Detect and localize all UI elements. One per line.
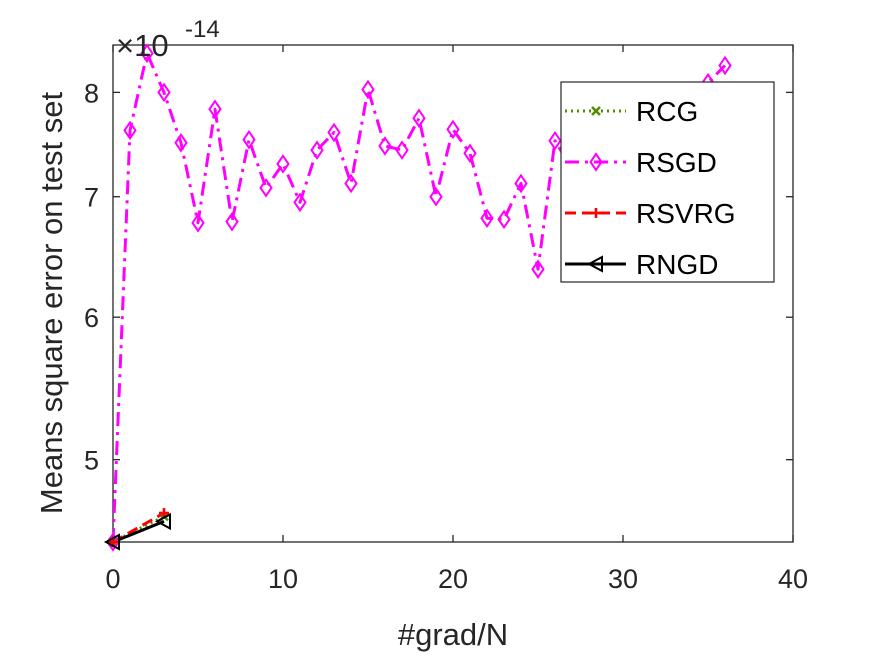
x-axis-label: #grad/N (398, 617, 508, 652)
x-tick-label: 40 (778, 564, 808, 594)
y-multiplier-base: ×10 (116, 28, 169, 63)
legend: RCG RSGD RSVRG RNGD (561, 82, 774, 282)
x-tick-label: 10 (268, 564, 298, 594)
y-axis-label: Means square error on test set (34, 92, 69, 515)
y-tick-label: 8 (84, 78, 99, 108)
legend-label-rcg: RCG (636, 96, 698, 127)
legend-label-rngd: RNGD (636, 249, 718, 280)
x-tick-label: 0 (105, 564, 120, 594)
y-tick-label: 7 (84, 183, 99, 213)
y-multiplier-exponent: -14 (185, 16, 220, 43)
x-tick-label: 20 (438, 564, 468, 594)
legend-label-rsvrg: RSVRG (636, 198, 736, 229)
y-tick-label: 6 (84, 303, 99, 333)
y-tick-label: 5 (84, 446, 99, 476)
legend-label-rsgd: RSGD (636, 147, 717, 178)
x-tick-label: 30 (608, 564, 638, 594)
